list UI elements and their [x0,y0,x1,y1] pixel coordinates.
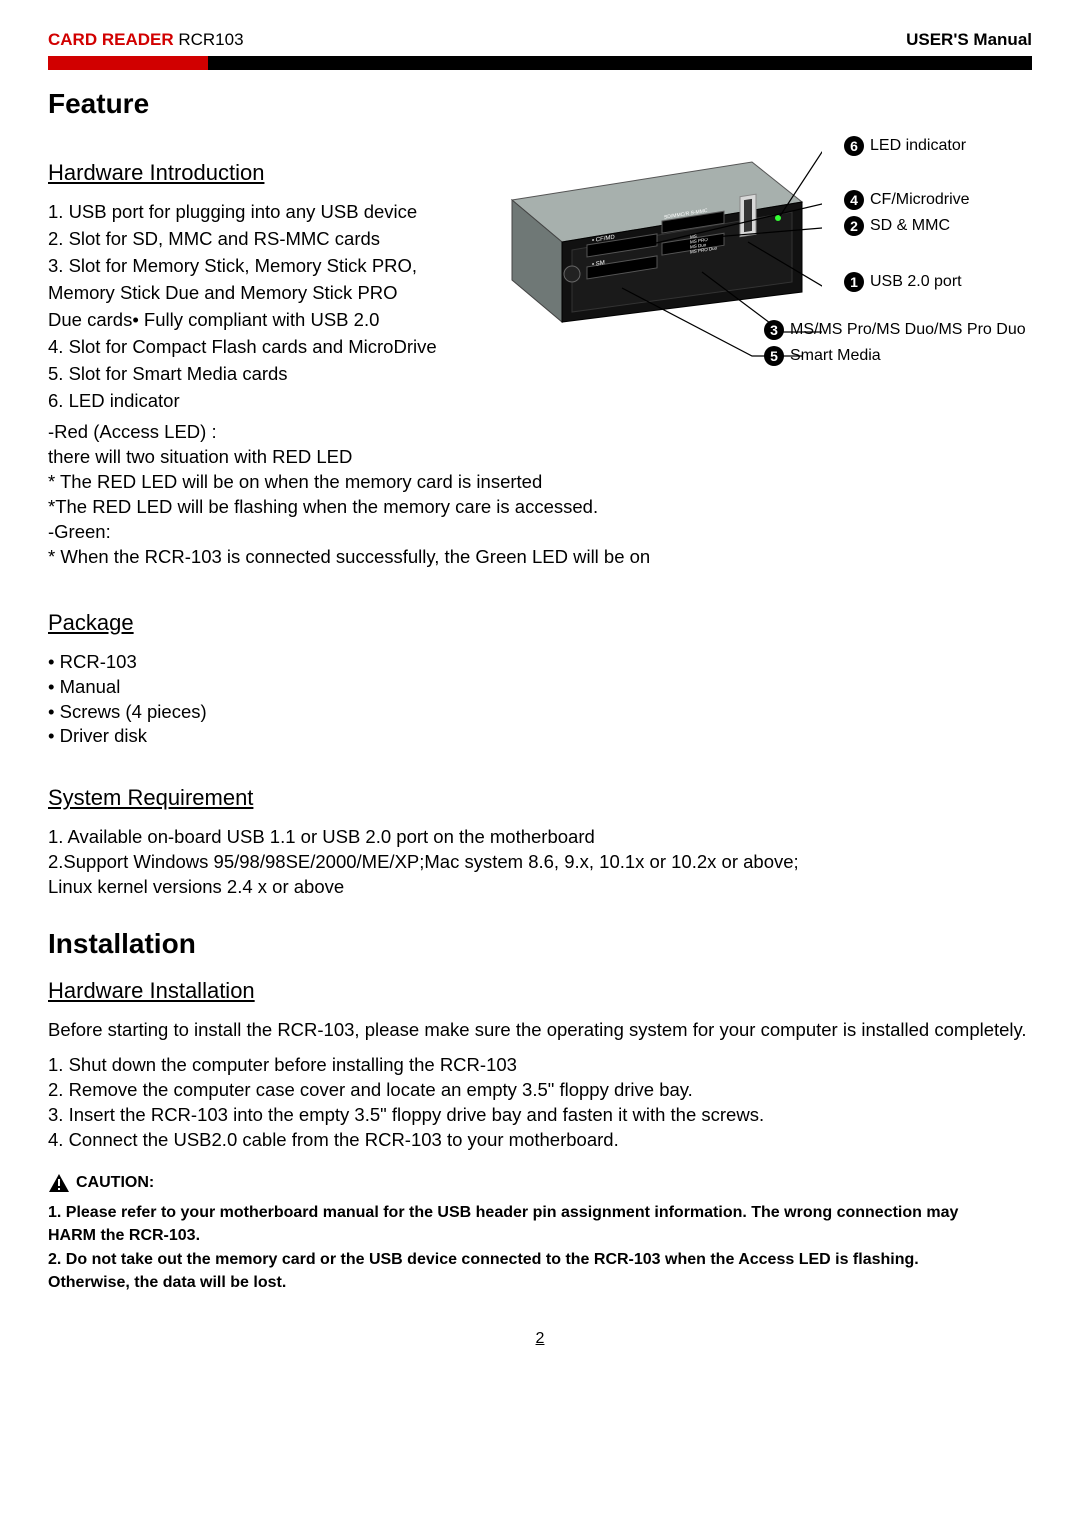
caution-1b: HARM the RCR-103. [48,1224,1032,1247]
caution-2b: Otherwise, the data will be lost. [48,1271,1032,1294]
callout-4-label: CF/Microdrive [870,191,970,209]
page-number: 2 [48,1330,1032,1348]
manual-page: CARD READER RCR103 USER'S Manual Feature… [0,0,1080,1388]
num-4: 4 [844,190,864,210]
sysreq-1: 1. Available on-board USB 1.1 or USB 2.0… [48,825,1032,850]
package-list: RCR-103 Manual Screws (4 pieces) Driver … [48,650,1032,750]
header-right: USER'S Manual [906,30,1032,50]
bar-black [208,56,1032,70]
header-bar [48,56,1032,70]
device-diagram: • CF/MD SD/MMC/R S-MMC MS MS PRO MS Duo … [492,138,1032,372]
package-item-3: Screws (4 pieces) [48,700,1032,725]
callout-4: 4 CF/Microdrive [844,190,970,210]
sysreq-title: System Requirement [48,785,1032,811]
install-body: Before starting to install the RCR-103, … [48,1018,1032,1153]
led-details: -Red (Access LED) : there will two situa… [48,420,1032,570]
hw-install-title: Hardware Installation [48,978,1032,1004]
hardware-intro-title: Hardware Introduction [48,160,480,186]
feature-item-6e: -Green: [48,520,1032,545]
product-label-red: CARD READER [48,30,174,49]
num-2: 2 [844,216,864,236]
feature-item-6c: * The RED LED will be on when the memory… [48,470,1032,495]
package-item-1: RCR-103 [48,650,1032,675]
feature-item-3c: Due cards• Fully compliant with USB 2.0 [48,308,480,333]
feature-item-6d: *The RED LED will be flashing when the m… [48,495,1032,520]
caution-2: 2. Do not take out the memory card or th… [48,1248,1032,1271]
caution-header: CAUTION: [48,1173,1032,1193]
sysreq-2: 2.Support Windows 95/98/98SE/2000/ME/XP;… [48,850,1032,875]
callout-3-label: MS/MS Pro/MS Duo/MS Pro Duo [790,321,1026,339]
callout-5: 5 Smart Media [764,346,881,366]
install-intro: Before starting to install the RCR-103, … [48,1018,1032,1043]
num-1: 1 [844,272,864,292]
feature-item-5: 5. Slot for Smart Media cards [48,362,480,387]
warning-icon [48,1173,70,1193]
product-model: RCR103 [174,30,244,49]
hardware-intro-list: 1. USB port for plugging into any USB de… [48,200,480,414]
feature-item-4: 4. Slot for Compact Flash cards and Micr… [48,335,480,360]
feature-item-6f: * When the RCR-103 is connected successf… [48,545,1032,570]
install-step-3: 3. Insert the RCR-103 into the empty 3.5… [48,1103,1032,1128]
num-3: 3 [764,320,784,340]
package-item-4: Driver disk [48,724,1032,749]
feature-item-6: 6. LED indicator [48,389,480,414]
feature-item-3b: Memory Stick Due and Memory Stick PRO [48,281,480,306]
install-step-4: 4. Connect the USB2.0 cable from the RCR… [48,1128,1032,1153]
caution-list: 1. Please refer to your motherboard manu… [48,1201,1032,1294]
callout-2-label: SD & MMC [870,217,950,235]
bar-red [48,56,208,70]
num-6: 6 [844,136,864,156]
callout-3: 3 MS/MS Pro/MS Duo/MS Pro Duo [764,320,1026,340]
install-step-1: 1. Shut down the computer before install… [48,1053,1032,1078]
callout-6-label: LED indicator [870,137,966,155]
callout-1: 1 USB 2.0 port [844,272,962,292]
callout-2: 2 SD & MMC [844,216,950,236]
sysreq-2b: Linux kernel versions 2.4 x or above [48,875,1032,900]
feature-item-2: 2. Slot for SD, MMC and RS-MMC cards [48,227,480,252]
package-title: Package [48,610,1032,636]
sysreq-list: 1. Available on-board USB 1.1 or USB 2.0… [48,825,1032,900]
install-step-2: 2. Remove the computer case cover and lo… [48,1078,1032,1103]
installation-title: Installation [48,928,1032,960]
package-item-2: Manual [48,675,1032,700]
feature-item-3: 3. Slot for Memory Stick, Memory Stick P… [48,254,480,279]
num-5: 5 [764,346,784,366]
page-header: CARD READER RCR103 USER'S Manual [48,30,1032,50]
caution-1: 1. Please refer to your motherboard manu… [48,1201,1032,1224]
feature-item-6b: there will two situation with RED LED [48,445,1032,470]
feature-item-6a: -Red (Access LED) : [48,420,1032,445]
callout-1-label: USB 2.0 port [870,273,962,291]
caution-label: CAUTION: [76,1174,154,1192]
header-left: CARD READER RCR103 [48,30,244,50]
callout-6: 6 LED indicator [844,136,966,156]
callout-5-label: Smart Media [790,347,881,365]
feature-title: Feature [48,88,1032,120]
feature-item-1: 1. USB port for plugging into any USB de… [48,200,480,225]
